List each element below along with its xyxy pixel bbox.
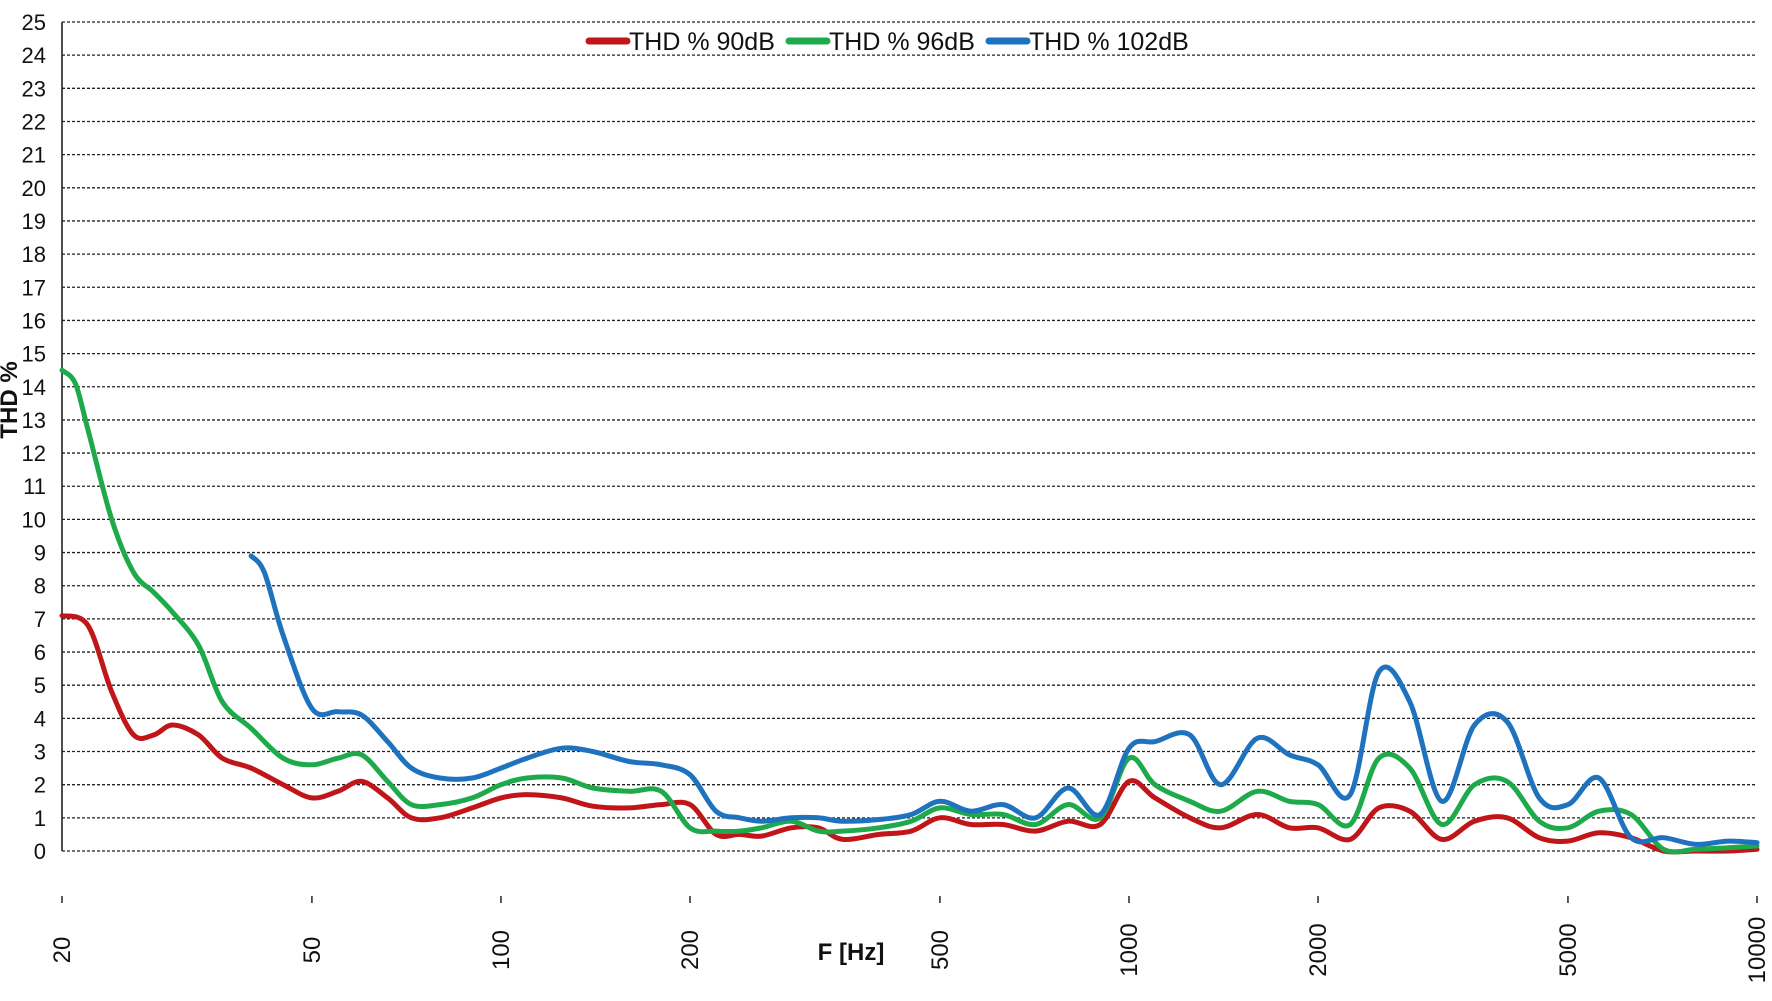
series-line-thd-96db <box>59 367 1760 855</box>
series-line-thd-90db <box>59 613 1760 855</box>
y-tick-1: 1 <box>34 806 46 831</box>
y-tick-3: 3 <box>34 740 46 765</box>
y-tick-19: 19 <box>22 209 46 234</box>
x-axis-title: F [Hz] <box>818 939 885 966</box>
y-tick-2: 2 <box>34 773 46 798</box>
y-tick-16: 16 <box>22 308 46 333</box>
x-tick-5000: 5000 <box>1555 923 1582 976</box>
y-tick-labels: 0123456789101112131415161718192021222324… <box>22 10 46 864</box>
y-tick-4: 4 <box>34 706 46 731</box>
gridlines <box>61 21 1757 852</box>
y-tick-17: 17 <box>22 275 46 300</box>
y-tick-23: 23 <box>22 76 46 101</box>
x-tick-10000: 10000 <box>1744 917 1771 984</box>
y-tick-11: 11 <box>23 474 46 499</box>
y-tick-25: 25 <box>22 10 46 35</box>
x-tick-200: 200 <box>677 930 704 970</box>
x-tick-1000: 1000 <box>1116 923 1143 976</box>
x-tick-500: 500 <box>927 930 954 970</box>
y-tick-13: 13 <box>22 408 46 433</box>
y-tick-21: 21 <box>22 143 46 168</box>
legend: THD % 90dB THD % 96dB THD % 102dB <box>585 28 1189 56</box>
y-tick-24: 24 <box>22 43 46 68</box>
legend-label-2: THD % 96dB <box>829 28 975 56</box>
x-tick-20: 20 <box>49 937 76 964</box>
x-tick-labels: 20 50 100 200 500 1000 2000 5000 10000 <box>49 896 1771 983</box>
y-tick-0: 0 <box>34 839 46 864</box>
legend-label-3: THD % 102dB <box>1029 28 1189 56</box>
x-tick-2000: 2000 <box>1305 923 1332 976</box>
legend-label-1: THD % 90dB <box>629 28 775 56</box>
y-tick-15: 15 <box>22 342 46 367</box>
y-tick-20: 20 <box>22 176 46 201</box>
y-tick-18: 18 <box>22 242 46 267</box>
y-tick-12: 12 <box>22 441 46 466</box>
y-tick-6: 6 <box>34 640 46 665</box>
x-tick-100: 100 <box>488 930 515 970</box>
y-tick-22: 22 <box>22 109 46 134</box>
y-tick-14: 14 <box>22 375 46 400</box>
y-tick-7: 7 <box>34 607 46 632</box>
y-tick-5: 5 <box>34 673 46 698</box>
y-tick-9: 9 <box>34 541 46 566</box>
y-tick-10: 10 <box>22 507 46 532</box>
y-axis-title: THD % <box>0 361 23 438</box>
y-tick-8: 8 <box>34 574 46 599</box>
series-lines <box>59 367 1760 855</box>
x-tick-50: 50 <box>299 937 326 964</box>
series-line-thd-102db <box>248 553 1760 847</box>
